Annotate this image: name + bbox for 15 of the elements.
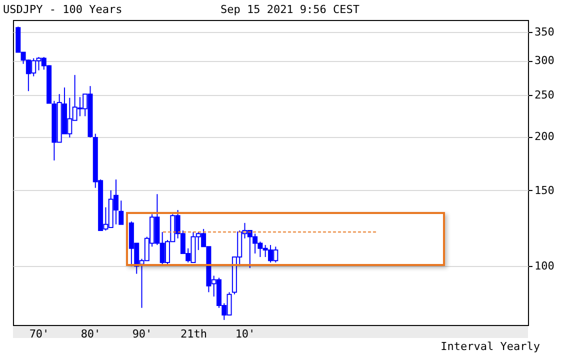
y-tick-label: 200 xyxy=(534,130,554,144)
x-tick-label: 90' xyxy=(132,328,152,340)
x-tick-label: 80' xyxy=(80,328,101,340)
text: Interval Yearly xyxy=(440,340,540,353)
x-tick-label: 21th xyxy=(180,328,207,340)
y-tick-label: 350 xyxy=(534,25,554,38)
y-tick-label: 300 xyxy=(534,54,554,68)
y-tick-label: 100 xyxy=(534,260,554,273)
chart-subtitle: Sep 15 2021 9:56 CEST xyxy=(220,3,360,16)
x-tick-label: 70' xyxy=(29,328,50,340)
candlestick xyxy=(118,200,124,225)
y-tick-label: 150 xyxy=(534,184,554,197)
y-tick-label: 250 xyxy=(534,88,554,102)
chart-title: USDJPY - 100 Years xyxy=(3,3,122,16)
x-tick-label: 10' xyxy=(235,328,256,340)
